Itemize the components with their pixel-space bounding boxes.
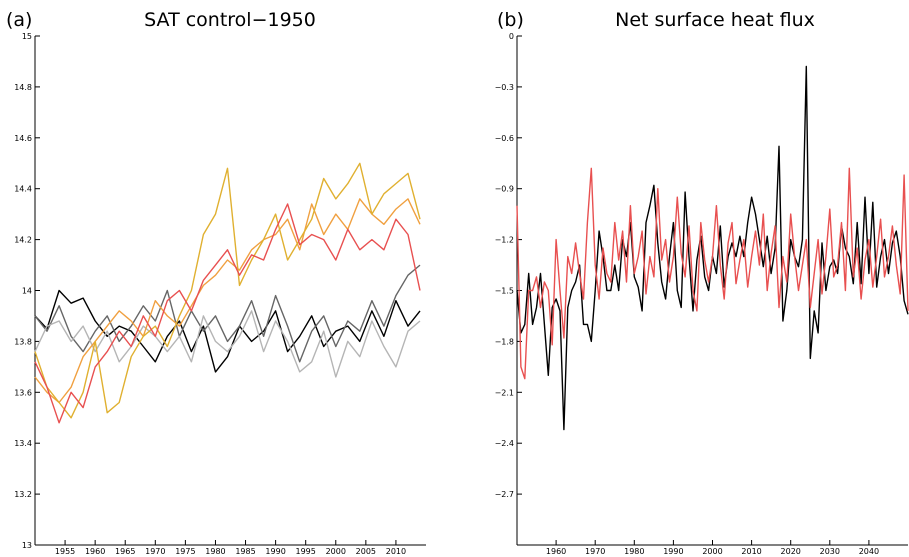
y-tick-label: 13 [22, 541, 32, 550]
x-tick-label: 1970 [145, 547, 165, 556]
x-tick-label: 2020 [781, 547, 801, 556]
x-tick-label: 1995 [296, 547, 316, 556]
x-tick-label: 1965 [115, 547, 135, 556]
y-tick-label: 13.2 [14, 490, 32, 499]
chart-title: SAT control−1950 [144, 9, 316, 31]
y-tick-label: −1.5 [495, 287, 514, 296]
y-tick-label: −2.1 [495, 388, 514, 397]
x-tick-label: 1990 [663, 547, 683, 556]
y-tick-label: 14.8 [14, 83, 32, 92]
x-tick-label: 1960 [85, 547, 105, 556]
y-tick-label: −1.2 [495, 236, 514, 245]
x-tick-label: 2000 [702, 547, 722, 556]
x-tick-label: 1970 [585, 547, 605, 556]
y-tick-label: −1.8 [495, 337, 514, 346]
series-line [34, 203, 421, 424]
y-tick-label: 14.2 [14, 236, 32, 245]
x-tick-label: 1955 [55, 547, 75, 556]
x-tick-label: 1980 [205, 547, 225, 556]
chart-title: Net surface heat flux [615, 9, 815, 31]
y-tick-label: 14.6 [14, 134, 32, 143]
x-tick-label: 1990 [265, 547, 285, 556]
y-tick-label: 14.4 [14, 185, 32, 194]
x-tick-label: 2000 [326, 547, 346, 556]
x-tick-label: 1975 [175, 547, 195, 556]
x-tick-label: 2040 [859, 547, 879, 556]
y-tick-label: 14 [22, 287, 32, 296]
x-tick-label: 1980 [624, 547, 644, 556]
y-tick-label: −2.7 [495, 490, 514, 499]
y-tick-label: 13.6 [14, 388, 32, 397]
x-tick-label: 2030 [820, 547, 840, 556]
series-line [34, 264, 421, 363]
panel-label: (a) [6, 9, 32, 31]
y-tick-label: −0.3 [495, 83, 514, 92]
series-line [34, 162, 421, 419]
x-tick-label: 1985 [235, 547, 255, 556]
x-tick-label: 2010 [741, 547, 761, 556]
panel-label: (b) [497, 9, 524, 31]
x-tick-label: 2010 [386, 547, 406, 556]
y-tick-label: 15 [22, 32, 32, 41]
x-tick-label: 2005 [356, 547, 376, 556]
y-tick-label: −0.6 [495, 134, 514, 143]
y-tick-label: −2.4 [495, 439, 514, 448]
series-line [34, 198, 421, 404]
y-tick-label: −0.9 [495, 185, 514, 194]
series-line [34, 289, 421, 373]
series-line [516, 167, 909, 380]
y-tick-label: 13.4 [14, 439, 32, 448]
series-line [34, 310, 421, 378]
y-tick-label: 0 [509, 32, 514, 41]
x-tick-label: 1960 [546, 547, 566, 556]
y-tick-label: 13.8 [14, 337, 32, 346]
